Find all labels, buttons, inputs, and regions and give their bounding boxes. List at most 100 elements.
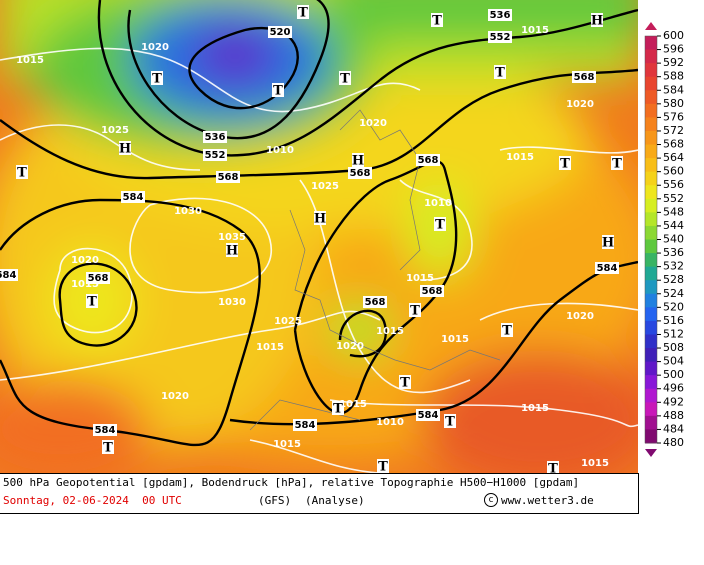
pressure-center: H	[226, 244, 238, 259]
colorbar-segment	[645, 361, 657, 376]
center-box	[272, 83, 284, 97]
contour-label-box	[595, 262, 619, 274]
center-box	[119, 141, 131, 155]
contour-label: 568	[350, 168, 371, 179]
colorbar-label: 588	[663, 70, 684, 83]
colorbar-arrow	[645, 22, 657, 30]
contour-label: 584	[295, 420, 316, 431]
contour-label: 536	[205, 132, 226, 143]
contour-label-box	[416, 154, 440, 166]
colorbar-label: 552	[663, 192, 684, 205]
pressure-center: T	[273, 84, 283, 99]
pressure-center: T	[378, 460, 388, 474]
colorbar-segment	[645, 348, 657, 363]
colorbar-segment	[645, 266, 657, 281]
colorbar-segment	[645, 103, 657, 118]
colorbar-segment	[645, 171, 657, 186]
colorbar-segment	[645, 388, 657, 403]
pressure-center: T	[432, 14, 442, 29]
colorbar-label: 576	[663, 110, 684, 123]
center-box	[86, 294, 98, 308]
isobar-label: 1025	[311, 181, 339, 192]
contour-label-box	[86, 272, 110, 284]
contour-label: 584	[418, 410, 439, 421]
colorbar-label: 568	[663, 138, 684, 151]
contour-label-box	[0, 269, 18, 281]
colorbar-segment	[645, 334, 657, 349]
center-box	[591, 13, 603, 27]
isobar-label: 1030	[174, 206, 202, 217]
map-field	[0, 0, 638, 473]
contour-label: 552	[205, 150, 226, 161]
map: 1015 1020 1025 1030 1035 1030 1025 1020 1015 1020…	[0, 0, 684, 474]
isobar-label: 1025	[101, 125, 129, 136]
contour-label: 536	[490, 10, 511, 21]
contour-label-box	[420, 285, 444, 297]
center-box	[444, 414, 456, 428]
isobar-label: 1015	[581, 458, 609, 469]
copyright-icon: c	[484, 493, 498, 507]
pressure-center: T	[560, 157, 570, 172]
colorbar-label: 560	[663, 165, 684, 178]
center-box	[431, 13, 443, 27]
center-box	[151, 71, 163, 85]
pressure-center: T	[435, 218, 445, 233]
pressure-center: T	[87, 295, 97, 310]
colorbar: 6005965925885845805765725685645605565525…	[644, 22, 684, 457]
colorbar-label: 584	[663, 83, 684, 96]
isobar-label: 1010	[266, 145, 294, 156]
pressure-center: H	[352, 154, 364, 169]
colorbar-segment	[645, 117, 657, 132]
center-box	[377, 459, 389, 473]
isobar-label: 1015	[71, 279, 99, 290]
pressure-center: H	[591, 14, 603, 29]
contour-label: 568	[218, 172, 239, 183]
isobar-label: 1020	[71, 255, 99, 266]
pressure-center: H	[602, 236, 614, 251]
center-box	[559, 156, 571, 170]
caption: 500 hPa Geopotential [gpdam], Bodendruck…	[0, 473, 639, 514]
colorbar-segment	[645, 429, 657, 444]
colorbar-label: 572	[663, 124, 684, 137]
colorbar-label: 504	[663, 355, 684, 368]
isobar-label: 1015	[521, 403, 549, 414]
pressure-center: T	[400, 376, 410, 391]
isobar-label: 1015	[16, 55, 44, 66]
contour-label-box	[203, 131, 227, 143]
isobar-label: 1025	[274, 316, 302, 327]
colorbar-segment	[645, 253, 657, 268]
colorbar-label: 556	[663, 178, 684, 191]
caption-model: (GFS)	[258, 494, 292, 507]
isobars	[0, 47, 638, 473]
contour-label-box	[121, 191, 145, 203]
caption-analysis: (Analyse)	[305, 494, 365, 507]
colorbar-label: 520	[663, 300, 684, 313]
colorbar-label: 528	[663, 273, 684, 286]
isobar-label: 1015	[339, 399, 367, 410]
colorbar-label: 548	[663, 205, 684, 218]
colorbar-label: 536	[663, 246, 684, 259]
colorbar-label: 540	[663, 233, 684, 246]
center-box	[547, 461, 559, 473]
contour-label: 568	[88, 273, 109, 284]
colorbar-segment	[645, 293, 657, 308]
center-box	[399, 375, 411, 389]
colorbar-segment	[645, 415, 657, 430]
colorbar-segment	[645, 144, 657, 159]
contour-label-box	[216, 171, 240, 183]
caption-date: Sonntag, 02-06-2024 00 UTC	[3, 494, 182, 507]
contour-label: 520	[270, 27, 291, 38]
contour-label: 584	[597, 263, 618, 274]
pressure-center: T	[298, 6, 308, 21]
pressure-center: T	[548, 462, 558, 474]
colorbar-label: 508	[663, 341, 684, 354]
caption-description: 500 hPa Geopotential [gpdam], Bodendruck…	[3, 476, 580, 489]
colorbar-segment	[645, 212, 657, 227]
colorbar-label: 600	[663, 29, 684, 42]
colorbar-segment	[645, 76, 657, 91]
colorbar-segment	[645, 375, 657, 390]
center-box	[494, 65, 506, 79]
isobar-label: 1030	[218, 297, 246, 308]
center-box	[297, 5, 309, 19]
contour-label-box	[572, 71, 596, 83]
